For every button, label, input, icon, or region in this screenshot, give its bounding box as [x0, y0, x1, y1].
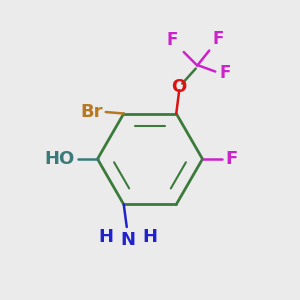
Text: F: F: [225, 150, 237, 168]
Text: Br: Br: [80, 103, 103, 121]
Text: F: F: [167, 31, 178, 49]
Text: F: F: [220, 64, 231, 82]
Text: HO: HO: [45, 150, 75, 168]
Text: H: H: [143, 228, 158, 246]
Text: H: H: [99, 228, 114, 246]
Text: N: N: [121, 232, 136, 250]
Text: F: F: [212, 29, 224, 47]
Text: O: O: [172, 77, 187, 95]
